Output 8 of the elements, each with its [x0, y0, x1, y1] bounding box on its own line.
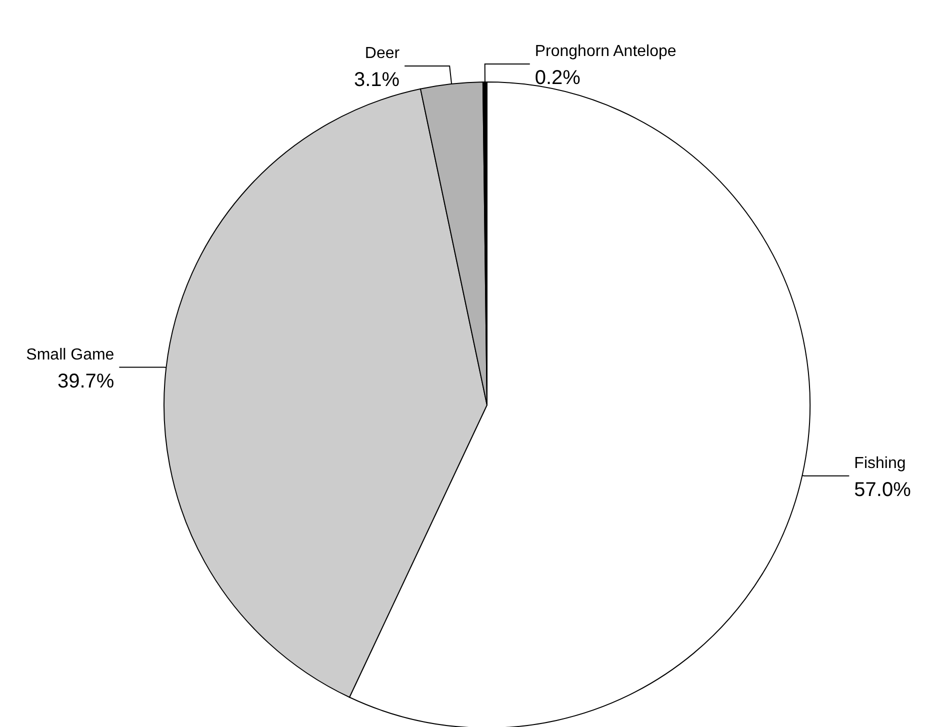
- slice-label: Small Game: [26, 346, 114, 364]
- data-label: 57.0%: [854, 478, 912, 501]
- slice-label: Pronghorn Antelope: [534, 43, 676, 60]
- slice-label: Deer: [364, 45, 400, 62]
- data-label: 39.7%: [57, 370, 114, 392]
- slice-label: Fishing: [854, 454, 906, 472]
- data-label: 0.2%: [534, 67, 581, 90]
- data-label: 3.1%: [354, 69, 400, 92]
